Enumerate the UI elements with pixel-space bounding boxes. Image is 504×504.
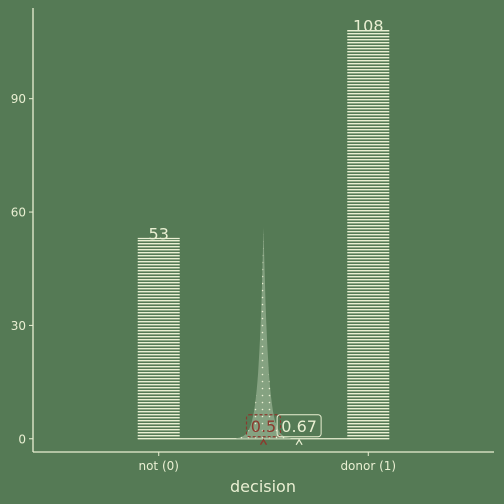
estimate-label: 0.67 [281,417,317,436]
axes [32,8,494,453]
threshold-marker [259,438,268,446]
annotations: 0.5 0.67 [245,414,322,446]
estimate-marker [295,438,303,446]
bar [137,238,180,439]
y-tick-label: 90 [11,92,26,106]
density-dots [236,227,291,439]
x-axis-ticks: not (0) donor (1) [138,452,396,473]
bar-value-label: 108 [353,17,384,36]
threshold-label-box [245,414,282,438]
density-plot [236,227,291,439]
x-tick-label: donor (1) [340,459,396,473]
estimate-label-box [276,414,322,438]
x-axis-title: decision [230,477,296,496]
bars: 53 108 [137,17,390,440]
bar-value-label: 53 [149,225,169,244]
y-axis-ticks: 0 30 60 90 [11,92,33,446]
y-tick-label: 0 [18,432,26,446]
threshold-label: 0.5 [251,417,276,436]
y-tick-label: 60 [11,206,26,220]
bar [347,30,390,439]
y-tick-label: 30 [11,319,26,333]
x-tick-label: not (0) [138,459,178,473]
